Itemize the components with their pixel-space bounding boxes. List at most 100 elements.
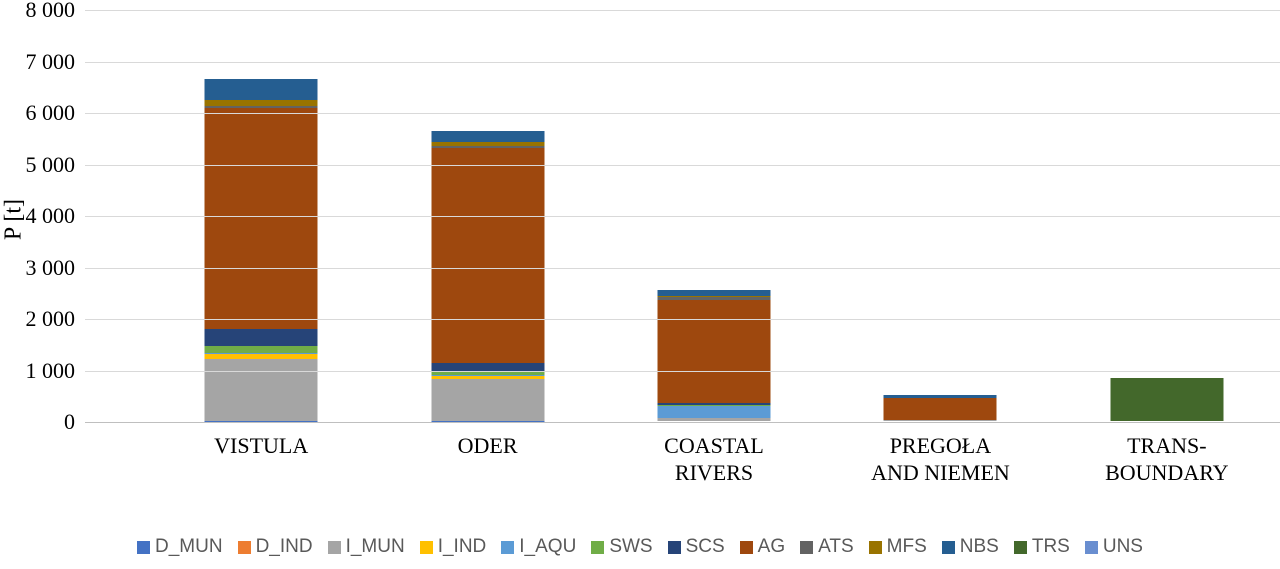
legend-item-sws: SWS	[591, 536, 653, 558]
legend-label: AG	[757, 536, 786, 557]
legend-swatch-icon	[739, 540, 753, 554]
x-axis-line	[85, 422, 1280, 423]
legend-item-i_mun: I_MUN	[327, 536, 405, 558]
bar-segment-i_ind-oder	[431, 376, 545, 380]
bar-segment-ats-vistula	[204, 105, 318, 108]
legend-label: D_MUN	[155, 536, 223, 557]
y-tick-label: 0	[64, 409, 75, 434]
category-label-coastal-rivers: COASTAL RIVERS	[664, 433, 764, 485]
legend-label: ATS	[818, 536, 854, 557]
bar-coastal-rivers	[657, 289, 771, 421]
x-axis-category-labels: VISTULA ODER COASTAL RIVERS PREGOŁA AND NIEME…	[148, 432, 1280, 486]
legend: D_MUN D_IND I_MUN I_IND I_AQU SWS SCS AG ATS MFS N…	[0, 536, 1280, 558]
legend-item-trs: TRS	[1013, 536, 1070, 558]
y-tick-label: 7 000	[25, 48, 76, 74]
bar-segment-i_mun-oder	[431, 379, 545, 421]
bar-segment-i_aqu-oder	[431, 375, 545, 377]
category-label-pregola-and-niemen: PREGOŁA AND NIEMEN	[871, 433, 1010, 485]
gridline	[85, 10, 1280, 11]
gridline	[85, 164, 1280, 166]
bar-segment-trs-trans-boundary	[1110, 377, 1224, 421]
gridline	[85, 61, 1280, 63]
category-label-trans-boundary: TRANS- BOUNDARY	[1105, 433, 1229, 485]
legend-swatch-icon	[137, 540, 150, 554]
bar-pregola-and-niemen	[883, 395, 997, 421]
bar-slot-trans-boundary	[1054, 10, 1280, 422]
bar-slot-pregola-and-niemen	[827, 10, 1053, 422]
bar-segment-d_mun-oder	[431, 420, 545, 421]
bar-trans-boundary	[1110, 377, 1224, 421]
y-tick-label: 2 000	[25, 306, 76, 331]
legend-item-uns: UNS	[1084, 536, 1143, 558]
bar-slot-oder	[374, 10, 600, 422]
bar-segment-i_ind-vistula	[204, 354, 318, 359]
legend-item-d_mun: D_MUN	[137, 536, 223, 558]
y-tick-label: 6 000	[25, 100, 76, 125]
bar-segment-sws-vistula	[204, 346, 318, 353]
bar-segment-ag-coastal-rivers	[657, 300, 771, 404]
bar-slot-vistula	[148, 10, 374, 422]
bar-segment-i_mun-vistula	[204, 358, 318, 421]
bar-segment-mfs-coastal-rivers	[657, 295, 771, 298]
bar-segment-mfs-oder	[431, 141, 545, 147]
bar-segment-mfs-vistula	[204, 100, 318, 106]
category-label-vistula: VISTULA	[214, 433, 309, 458]
legend-swatch-icon	[237, 540, 251, 554]
gridline	[85, 216, 1280, 217]
category-label-oder: ODER	[457, 433, 518, 458]
bar-segment-ag-oder	[431, 147, 545, 363]
bar-segment-ag-pregola-and-niemen	[883, 398, 997, 420]
y-tick-label: 1 000	[25, 357, 76, 383]
legend-item-ats: ATS	[800, 536, 854, 558]
y-tick-label: 8 000	[25, 0, 76, 22]
bar-segment-i_mun-pregola-and-niemen	[883, 419, 997, 421]
legend-label: I_IND	[437, 536, 487, 557]
gridline	[85, 113, 1280, 114]
bar-segment-ats-pregola-and-niemen	[883, 397, 997, 399]
y-tick-label: 4 000	[25, 203, 76, 228]
plot-area	[85, 10, 1280, 423]
legend-item-i_aqu: I_AQU	[501, 536, 576, 558]
bar-segment-ag-vistula	[204, 107, 318, 330]
legend-swatch-icon	[501, 540, 515, 554]
bar-segment-i_mun-coastal-rivers	[657, 418, 771, 421]
bar-segment-scs-oder	[431, 362, 545, 371]
legend-item-mfs: MFS	[868, 536, 927, 558]
y-tick-label: 5 000	[25, 151, 76, 177]
bar-segment-d_mun-vistula	[204, 420, 318, 421]
legend-label: D_IND	[255, 536, 313, 557]
legend-item-scs: SCS	[667, 536, 725, 558]
legend-label: UNS	[1102, 536, 1143, 557]
bar-oder	[431, 131, 545, 421]
legend-swatch-icon	[941, 540, 955, 554]
bars-container	[148, 10, 1280, 422]
legend-swatch-icon	[327, 540, 341, 554]
bar-slot-coastal-rivers	[601, 10, 827, 422]
bar-segment-i_ind-coastal-rivers	[657, 417, 771, 419]
legend-swatch-icon	[419, 540, 433, 554]
legend-item-d_ind: D_IND	[237, 536, 313, 558]
bar-segment-sws-coastal-rivers	[657, 405, 771, 407]
bar-segment-scs-coastal-rivers	[657, 403, 771, 406]
legend-item-ag: AG	[739, 536, 786, 558]
bar-segment-ats-coastal-rivers	[657, 297, 771, 301]
gridline	[85, 370, 1280, 372]
bar-segment-nbs-vistula	[204, 78, 318, 101]
legend-label: SWS	[609, 536, 653, 557]
bar-segment-scs-vistula	[204, 329, 318, 347]
legend-item-i_ind: I_IND	[419, 536, 487, 558]
legend-swatch-icon	[591, 540, 605, 554]
bar-segment-nbs-pregola-and-niemen	[883, 395, 997, 398]
y-tick-label: 3 000	[25, 254, 76, 280]
legend-swatch-icon	[667, 540, 681, 554]
legend-label: TRS	[1031, 536, 1070, 557]
bar-segment-nbs-coastal-rivers	[657, 289, 771, 296]
legend-label: MFS	[886, 536, 927, 557]
gridline	[85, 267, 1280, 269]
gridline	[85, 319, 1280, 320]
bar-segment-sws-oder	[431, 370, 545, 376]
legend-swatch-icon	[868, 540, 882, 554]
legend-label: SCS	[685, 536, 725, 557]
bar-vistula	[204, 78, 318, 421]
